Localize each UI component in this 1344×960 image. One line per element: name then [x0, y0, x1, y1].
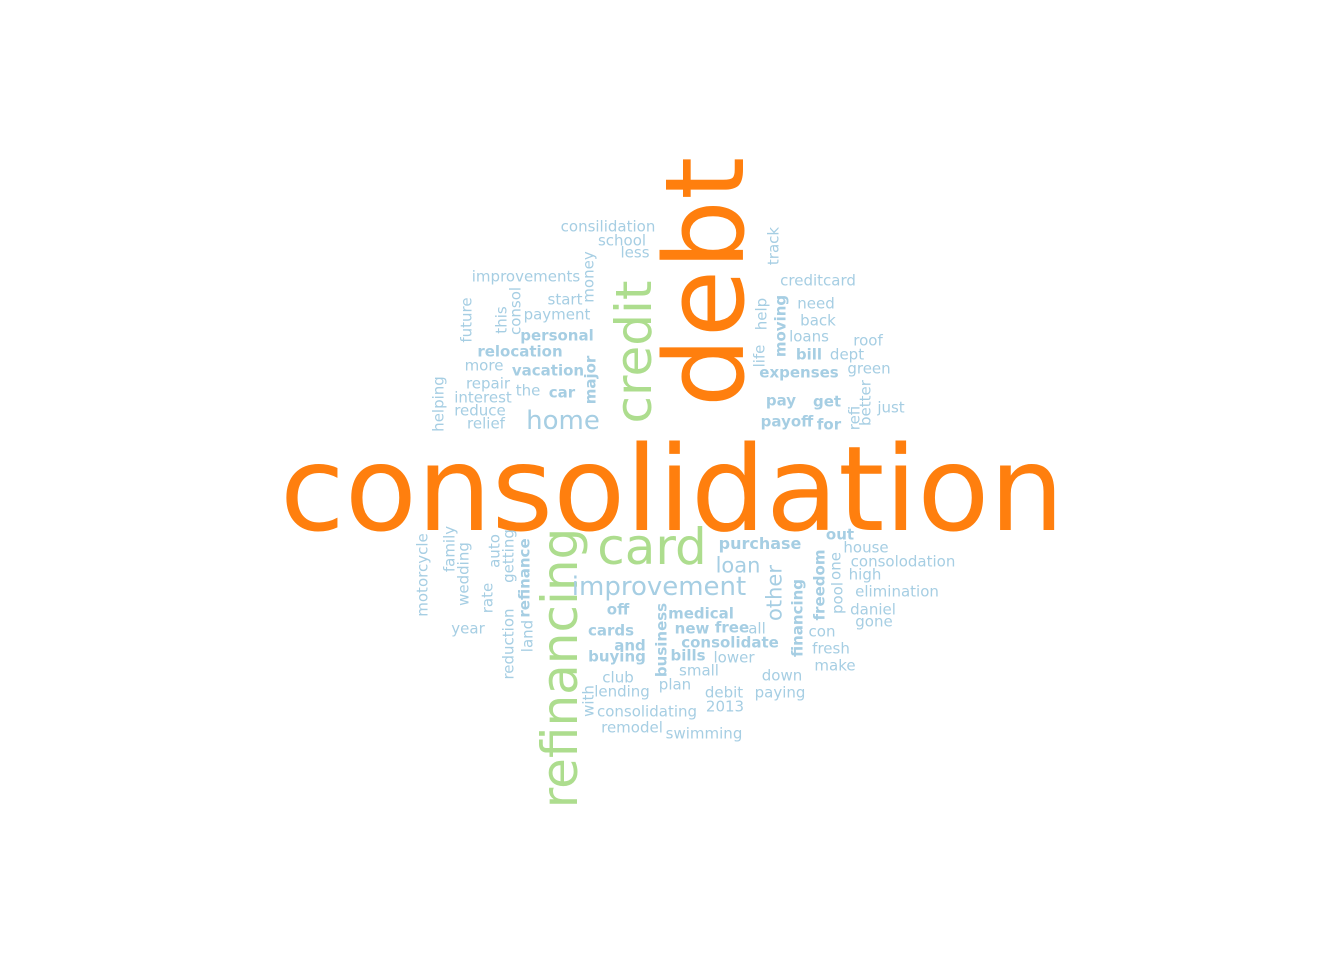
word-loan: loan [715, 553, 761, 578]
word-helping: helping [429, 376, 448, 432]
word-rate: rate [478, 582, 497, 614]
word-less: less [620, 243, 650, 262]
word-credit: credit [605, 280, 663, 424]
word-money: money [579, 251, 598, 303]
word-lending: lending [594, 682, 650, 701]
word-dept: dept [829, 345, 865, 364]
word-roof: roof [853, 331, 883, 350]
word-get: get [812, 392, 842, 411]
word-small: small [679, 661, 719, 680]
word-help: help [752, 297, 771, 331]
word-plan: plan [658, 675, 692, 694]
word-gone: gone [855, 612, 893, 631]
word-all: all [748, 619, 766, 638]
word-down: down [761, 666, 803, 685]
word-relocation: relocation [477, 342, 563, 361]
word-future: future [457, 297, 476, 343]
word-start: start [547, 290, 583, 309]
word-payment: payment [523, 305, 591, 324]
word-reduce: reduce [454, 401, 506, 420]
word-the: the [515, 381, 541, 400]
word-need: need [797, 294, 835, 313]
word-lower: lower [713, 648, 755, 667]
word-out: out [825, 525, 855, 544]
word-medical: medical [668, 604, 734, 623]
word-elimination: elimination [855, 582, 939, 601]
word-club: club [602, 668, 634, 687]
word-year: year [451, 619, 485, 638]
word-refinance: refinance [515, 538, 534, 618]
word-card: card [597, 518, 707, 576]
word-fresh: fresh [812, 639, 850, 658]
word-reduction: reduction [499, 608, 518, 680]
word-and: and [614, 636, 646, 655]
word-paying: paying [754, 683, 806, 702]
word-consolidate: consolidate [681, 633, 779, 652]
word-freedom: freedom [810, 549, 829, 621]
word-interest: interest [454, 388, 512, 407]
word-consolidation: consolidation [279, 420, 1065, 558]
word-loans: loans [789, 327, 829, 346]
word-relief: relief [467, 414, 505, 433]
word-this: this [492, 306, 511, 334]
word-high: high [848, 565, 882, 584]
word-one: one [826, 552, 845, 580]
word-business: business [652, 602, 671, 678]
word-refinancing: refinancing [531, 527, 589, 809]
word-consolodation: consolodation [850, 552, 956, 571]
word-major: major [581, 355, 600, 405]
word-pool: pool [828, 581, 847, 615]
word-moving: moving [771, 294, 790, 358]
word-personal: personal [520, 326, 594, 345]
word-back: back [800, 311, 836, 330]
word-green: green [847, 359, 891, 378]
word-remodel: remodel [601, 718, 663, 737]
word-motorcycle: motorcycle [413, 533, 432, 617]
word-con: con [808, 622, 836, 641]
word-pay: pay [765, 391, 797, 410]
word-make: make [814, 656, 856, 675]
word-free: free [714, 618, 750, 637]
word-daniel: daniel [850, 600, 896, 619]
word-getting: getting [499, 529, 518, 583]
word-payoff: payoff [760, 412, 814, 431]
word-other: other [762, 565, 787, 621]
word-cards: cards [587, 621, 635, 640]
word-buying: buying [588, 647, 646, 666]
word-improvement: improvement [571, 572, 747, 602]
word-2013: 2013 [705, 697, 745, 716]
word-bills: bills [670, 646, 706, 665]
word-land: land [518, 619, 537, 653]
word-consolidating: consolidating [596, 702, 698, 721]
word-debt: debt [641, 156, 769, 408]
word-for: for [816, 415, 842, 434]
word-purchase: purchase [718, 534, 802, 553]
word-wedding: wedding [454, 542, 473, 606]
word-with: with [579, 685, 598, 717]
word-more: more [464, 356, 504, 375]
word-just: just [877, 398, 905, 417]
word-track: track [764, 226, 783, 266]
word-off: off [606, 600, 630, 619]
word-financing: financing [788, 578, 807, 658]
word-house: house [843, 538, 889, 557]
word-swimming: swimming [665, 724, 743, 743]
word-bill: bill [795, 345, 823, 364]
word-debit: debit [704, 683, 744, 702]
word-school: school [597, 231, 647, 250]
word-home: home [526, 406, 600, 436]
word-improvements: improvements [471, 267, 581, 286]
word-consilidation: consilidation [560, 217, 656, 236]
word-vacation: vacation [511, 361, 585, 380]
word-refi: refi [845, 405, 864, 431]
word-repair: repair [465, 374, 511, 393]
word-new: new [674, 619, 710, 638]
word-car: car [548, 383, 576, 402]
word-expenses: expenses [759, 363, 839, 382]
word-creditcard: creditcard [780, 271, 856, 290]
